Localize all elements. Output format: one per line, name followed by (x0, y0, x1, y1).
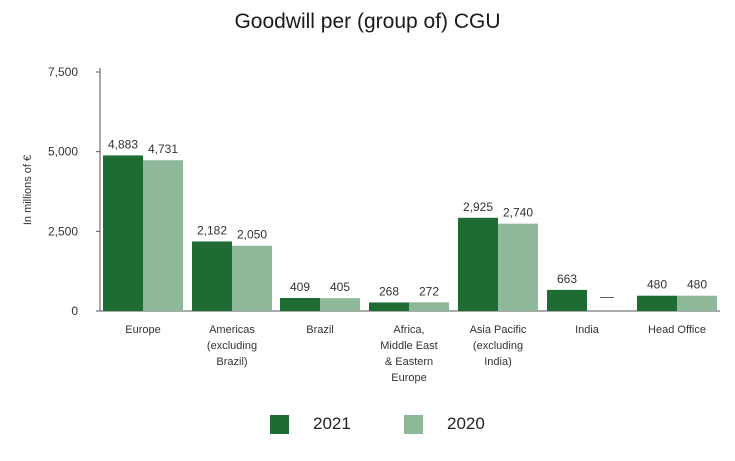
data-label-2020: 480 (687, 278, 707, 292)
bar-2020 (143, 160, 183, 311)
x-tick-label: Europe (391, 372, 426, 384)
legend: 2021 2020 (0, 414, 735, 444)
x-tick-label: & Eastern (385, 356, 433, 368)
legend-item-2021: 2021 (270, 414, 351, 434)
data-label-2021: 4,883 (108, 137, 138, 151)
data-label-2020: 2,050 (237, 228, 267, 242)
chart-title: Goodwill per (group of) CGU (234, 10, 501, 33)
x-tick-label: Asia Pacific (470, 324, 527, 336)
bar-chart: 0 2,500 5,000 7,500 In millions of € 4,883 4,7… (22, 65, 720, 384)
x-tick-label: Brazil (306, 324, 334, 336)
bar-2021 (192, 241, 232, 311)
x-tick-label: (excluding (207, 340, 257, 352)
bar-2021 (103, 155, 143, 311)
y-axis-title: In millions of € (22, 155, 34, 225)
data-label-2021: 2,925 (463, 200, 493, 214)
legend-label-2020: 2020 (447, 414, 485, 433)
data-label-2021: 409 (290, 280, 310, 294)
data-label-2021: 2,182 (197, 223, 227, 237)
data-label-2021: 268 (379, 284, 399, 298)
bar-2021 (458, 217, 498, 311)
x-tick-label: Europe (125, 324, 160, 336)
bar-2020 (320, 298, 360, 311)
data-label-2020: 2,740 (503, 206, 533, 220)
y-tick-label: 2,500 (48, 224, 78, 238)
bar-2020 (498, 223, 538, 311)
bar-2021 (547, 289, 587, 311)
x-tick-label: India (575, 324, 600, 336)
data-label-2020: — (600, 288, 614, 304)
data-label-2021: 480 (647, 278, 667, 292)
y-tick-label: 7,500 (48, 65, 78, 79)
x-tick-label: Brazil) (216, 356, 247, 368)
legend-swatch-2021 (270, 414, 289, 434)
bar-2021 (637, 295, 677, 311)
y-tick-label: 0 (71, 304, 78, 318)
bar-2020 (677, 295, 717, 311)
bar-2020 (409, 302, 449, 311)
bar-2021 (280, 297, 320, 311)
x-tick-label: Head Office (648, 324, 706, 336)
x-tick-label: Americas (209, 324, 255, 336)
x-tick-label: Middle East (380, 340, 437, 352)
x-tick-label: India) (484, 356, 512, 368)
bar-2021 (369, 302, 409, 311)
data-label-2020: 272 (419, 284, 439, 298)
bar-2020 (232, 245, 272, 311)
legend-item-2020: 2020 (404, 414, 485, 434)
data-label-2020: 405 (330, 280, 350, 294)
y-tick-label: 5,000 (48, 145, 78, 159)
legend-label-2021: 2021 (313, 414, 351, 433)
data-label-2020: 4,731 (148, 142, 178, 156)
x-tick-label: Africa, (393, 324, 424, 336)
legend-swatch-2020 (404, 414, 423, 434)
data-label-2021: 663 (557, 272, 577, 286)
x-tick-label: (excluding (473, 340, 523, 352)
